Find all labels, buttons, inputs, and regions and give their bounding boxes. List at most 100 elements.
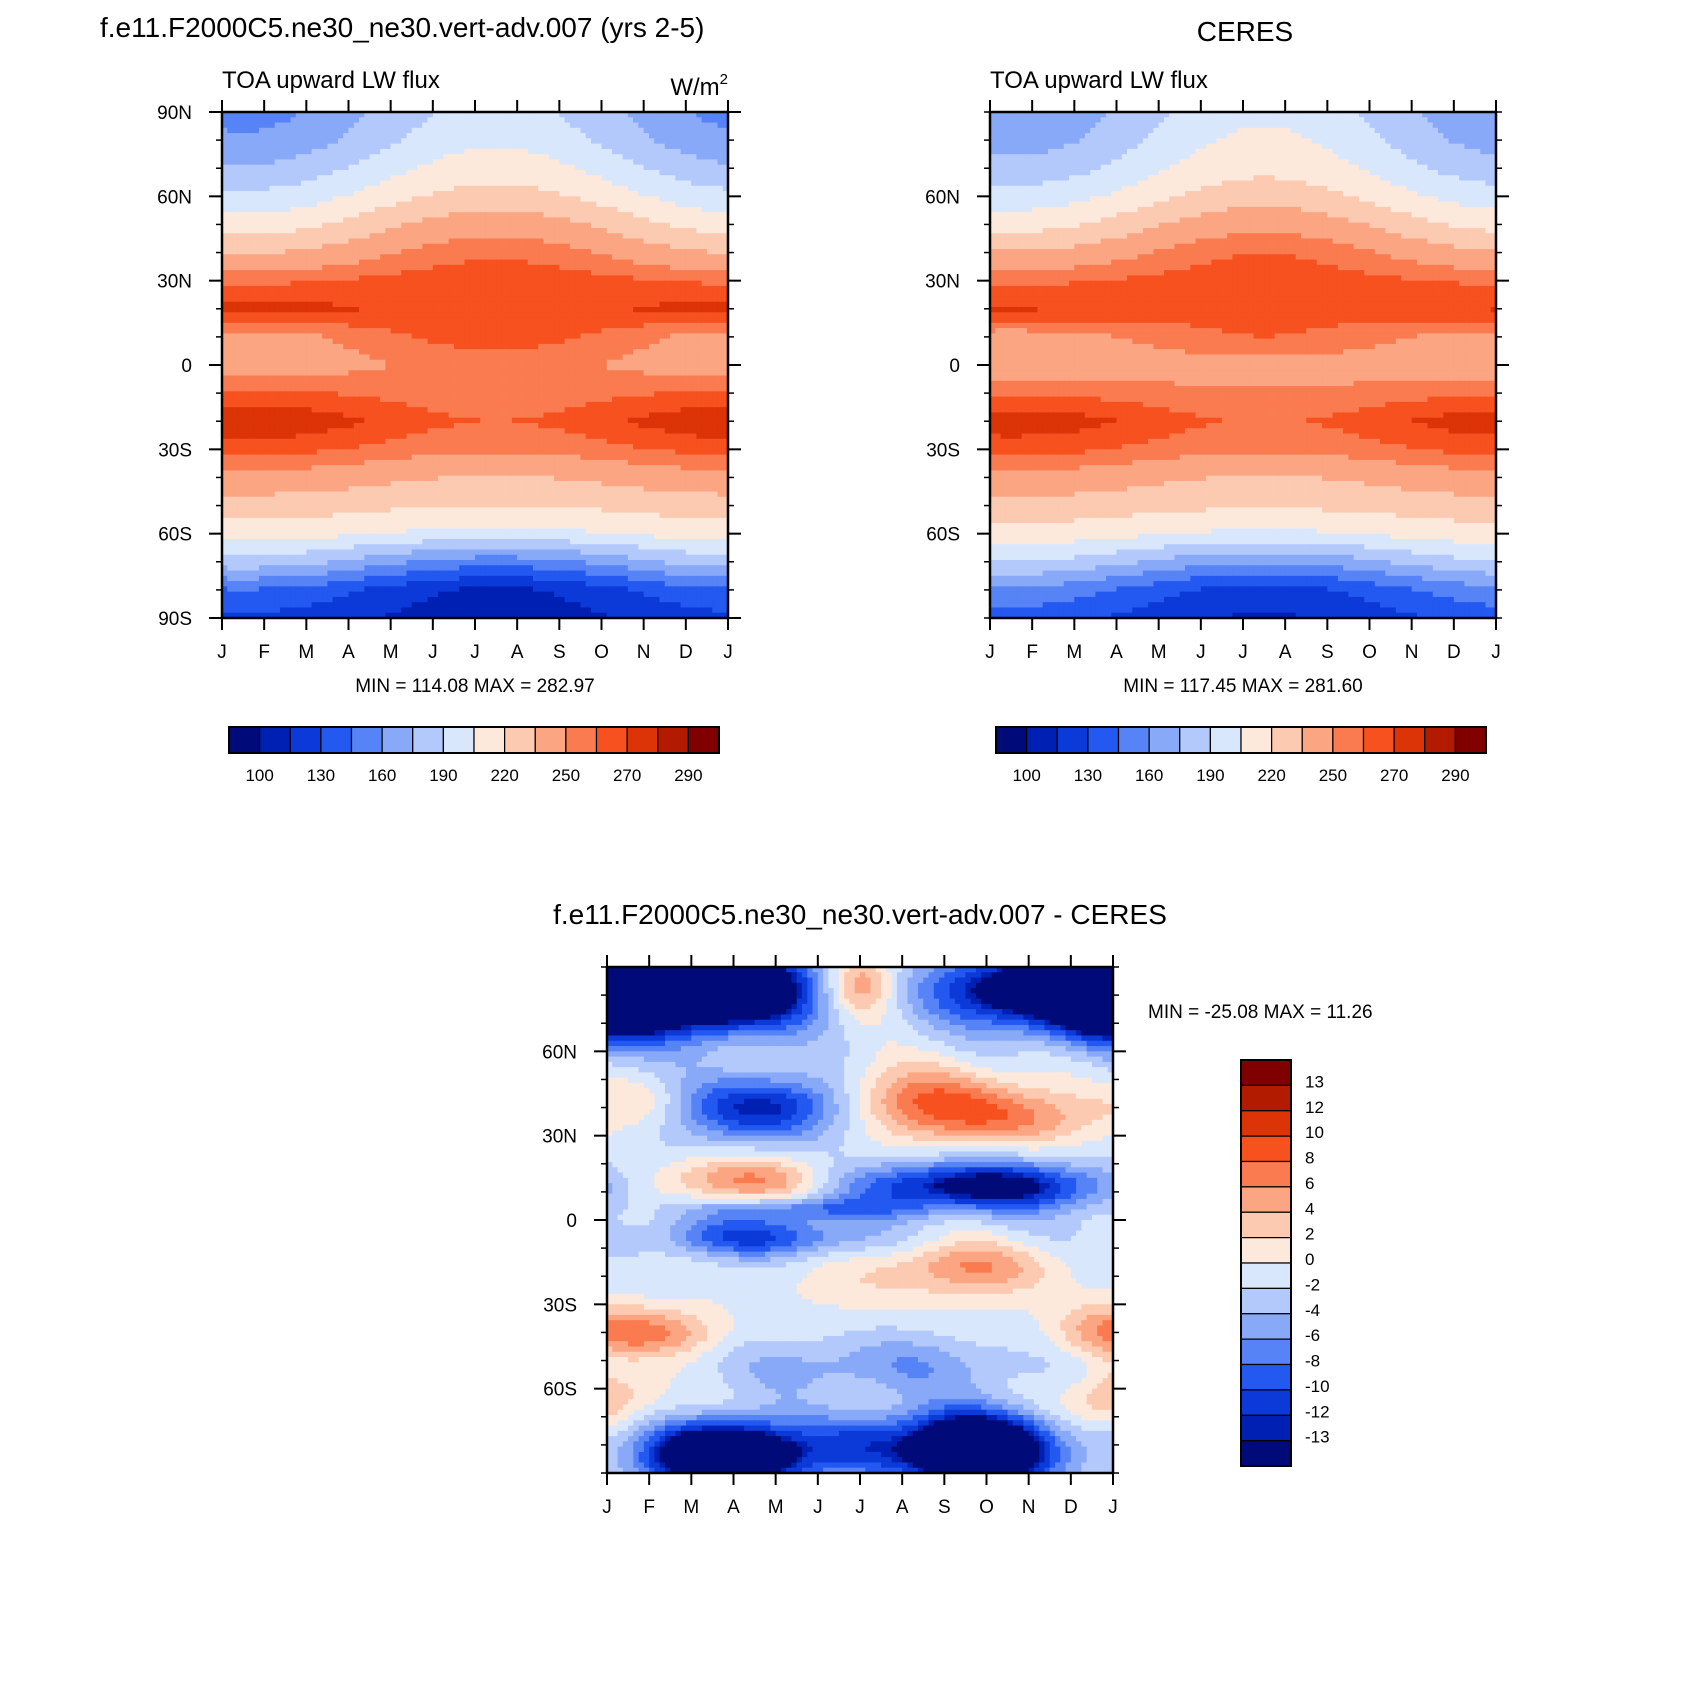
contour-cell	[565, 207, 571, 213]
contour-cell	[480, 228, 486, 234]
contour-cell	[665, 260, 671, 266]
contour-cell	[470, 207, 476, 213]
contour-cell	[333, 165, 339, 171]
contour-cell	[227, 260, 233, 266]
contour-cell	[544, 376, 550, 382]
contour-cell	[291, 265, 297, 271]
contour-cell	[670, 138, 676, 144]
contour-cell	[443, 339, 449, 345]
contour-cell	[364, 296, 370, 302]
contour-cell	[607, 165, 613, 171]
contour-cell	[396, 191, 402, 197]
contour-cell	[591, 138, 597, 144]
contour-cell	[686, 170, 692, 176]
contour-cell	[454, 165, 460, 171]
contour-cell	[359, 212, 365, 218]
contour-cell	[591, 360, 597, 366]
contour-cell	[675, 239, 681, 245]
contour-cell	[412, 144, 418, 150]
contour-cell	[238, 323, 244, 329]
contour-cell	[580, 239, 586, 245]
contour-cell	[227, 228, 233, 234]
contour-cell	[285, 296, 291, 302]
contour-cell	[349, 302, 355, 308]
contour-cell	[480, 360, 486, 366]
contour-cell	[464, 265, 470, 271]
contour-cell	[607, 370, 613, 376]
contour-cell	[659, 181, 665, 187]
contour-cell	[422, 370, 428, 376]
contour-cell	[596, 302, 602, 308]
contour-cell	[596, 291, 602, 297]
contour-cell	[470, 117, 476, 123]
contour-cell	[717, 239, 723, 245]
contour-cell	[686, 376, 692, 382]
contour-cell	[586, 159, 592, 165]
contour-cell	[507, 154, 513, 160]
contour-cell	[570, 381, 576, 387]
contour-cell	[449, 349, 455, 355]
contour-cell	[238, 302, 244, 308]
contour-cell	[275, 170, 281, 176]
contour-cell	[354, 149, 360, 155]
contour-cell	[285, 344, 291, 350]
contour-cell	[306, 344, 312, 350]
contour-cell	[396, 291, 402, 297]
contour-cell	[306, 307, 312, 313]
contour-cell	[396, 165, 402, 171]
contour-cell	[370, 270, 376, 276]
contour-cell	[391, 133, 397, 139]
contour-cell	[233, 154, 239, 160]
contour-cell	[681, 286, 687, 292]
contour-cell	[291, 159, 297, 165]
contour-cell	[433, 376, 439, 382]
contour-cell	[338, 207, 344, 213]
contour-cell	[644, 228, 650, 234]
contour-cell	[375, 286, 381, 292]
contour-cell	[454, 170, 460, 176]
contour-cell	[449, 165, 455, 171]
contour-cell	[238, 186, 244, 192]
contour-cell	[528, 323, 534, 329]
contour-cell	[428, 254, 434, 260]
contour-cell	[380, 233, 386, 239]
contour-cell	[248, 212, 254, 218]
contour-cell	[417, 365, 423, 371]
contour-cell	[391, 228, 397, 234]
contour-cell	[675, 123, 681, 129]
contour-cell	[486, 376, 492, 382]
contour-cell	[507, 244, 513, 250]
contour-cell	[406, 249, 412, 255]
contour-cell	[327, 196, 333, 202]
contour-cell	[491, 328, 497, 334]
contour-cell	[580, 333, 586, 339]
contour-cell	[349, 318, 355, 324]
contour-cell	[280, 244, 286, 250]
contour-cell	[233, 291, 239, 297]
contour-cell	[396, 123, 402, 129]
contour-cell	[691, 133, 697, 139]
contour-cell	[596, 275, 602, 281]
contour-cell	[580, 286, 586, 292]
contour-cell	[248, 254, 254, 260]
contour-cell	[628, 354, 634, 360]
contour-cell	[385, 265, 391, 271]
contour-cell	[422, 328, 428, 334]
contour-cell	[602, 365, 608, 371]
contour-cell	[675, 344, 681, 350]
contour-cell	[391, 354, 397, 360]
contour-cell	[533, 307, 539, 313]
contour-cell	[496, 260, 502, 266]
contour-cell	[285, 281, 291, 287]
contour-cell	[654, 260, 660, 266]
contour-cell	[486, 354, 492, 360]
contour-cell	[248, 265, 254, 271]
contour-cell	[691, 281, 697, 287]
contour-cell	[301, 349, 307, 355]
contour-cell	[586, 344, 592, 350]
contour-cell	[522, 223, 528, 229]
contour-cell	[628, 307, 634, 313]
contour-cell	[649, 328, 655, 334]
contour-cell	[370, 191, 376, 197]
contour-cell	[464, 328, 470, 334]
